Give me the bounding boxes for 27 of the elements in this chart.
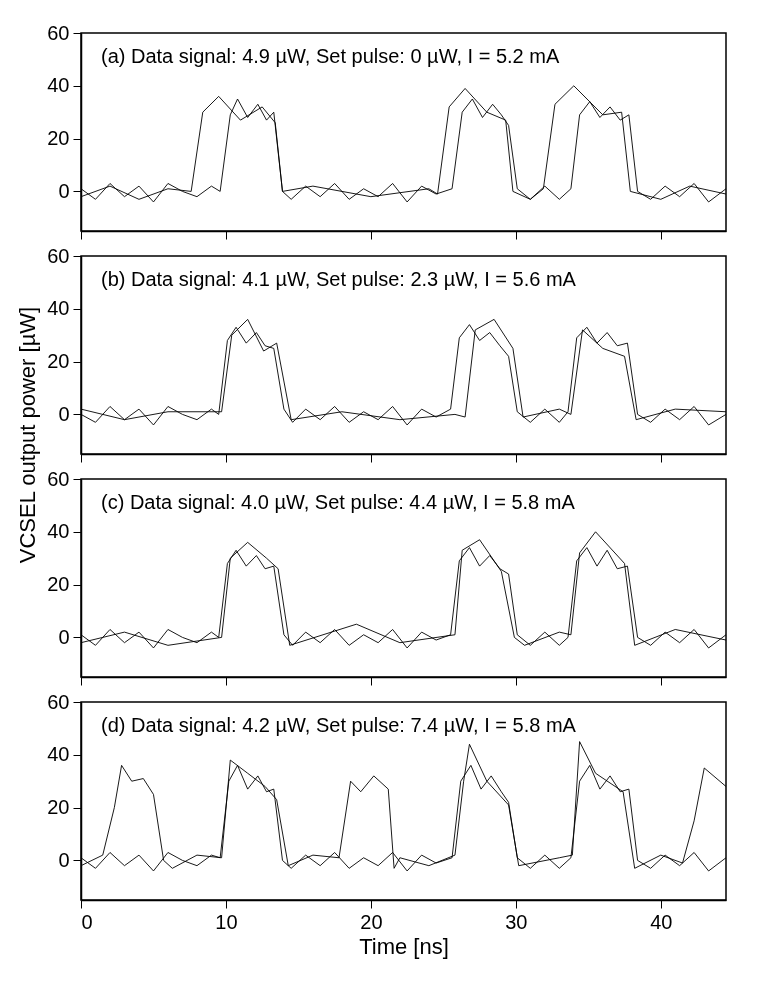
y-tick-label: 40 — [47, 520, 70, 543]
x-axis-title: Time [ns] — [359, 933, 449, 959]
y-tick-label: 60 — [47, 244, 70, 267]
y-tick-label: 60 — [47, 467, 70, 490]
y-tick-label: 20 — [47, 573, 70, 596]
y-tick-label: 40 — [47, 74, 70, 97]
y-tick-label: 20 — [47, 796, 70, 819]
y-tick-label: 20 — [47, 127, 70, 150]
y-tick-label: 0 — [58, 402, 70, 425]
y-tick-label: 60 — [47, 21, 70, 44]
x-tick-label: 40 — [650, 910, 673, 933]
y-tick-label: 0 — [58, 848, 70, 871]
y-tick-label: 60 — [47, 690, 70, 713]
y-tick-label: 40 — [47, 297, 70, 320]
y-tick-label: 0 — [58, 179, 70, 202]
y-tick-label: 40 — [47, 743, 70, 766]
annotation: (b) Data signal: 4.1 µW, Set pulse: 2.3 µW, I = 5.6 mA — [101, 268, 577, 290]
annotation: (a) Data signal: 4.9 µW, Set pulse: 0 µW, I = 5.2 mA — [101, 45, 560, 67]
annotation: (c) Data signal: 4.0 µW, Set pulse: 4.4 µW, I = 5.8 mA — [101, 491, 576, 513]
x-tick-label: 0 — [81, 910, 93, 933]
y-axis-title: VCSEL output power [µW] — [15, 306, 40, 564]
x-tick-label: 30 — [505, 910, 528, 933]
y-tick-label: 0 — [58, 625, 70, 648]
annotation: (d) Data signal: 4.2 µW, Set pulse: 7.4 µW, I = 5.8 mA — [101, 714, 577, 736]
x-tick-label: 20 — [360, 910, 383, 933]
y-tick-label: 20 — [47, 350, 70, 373]
x-tick-label: 10 — [215, 910, 238, 933]
